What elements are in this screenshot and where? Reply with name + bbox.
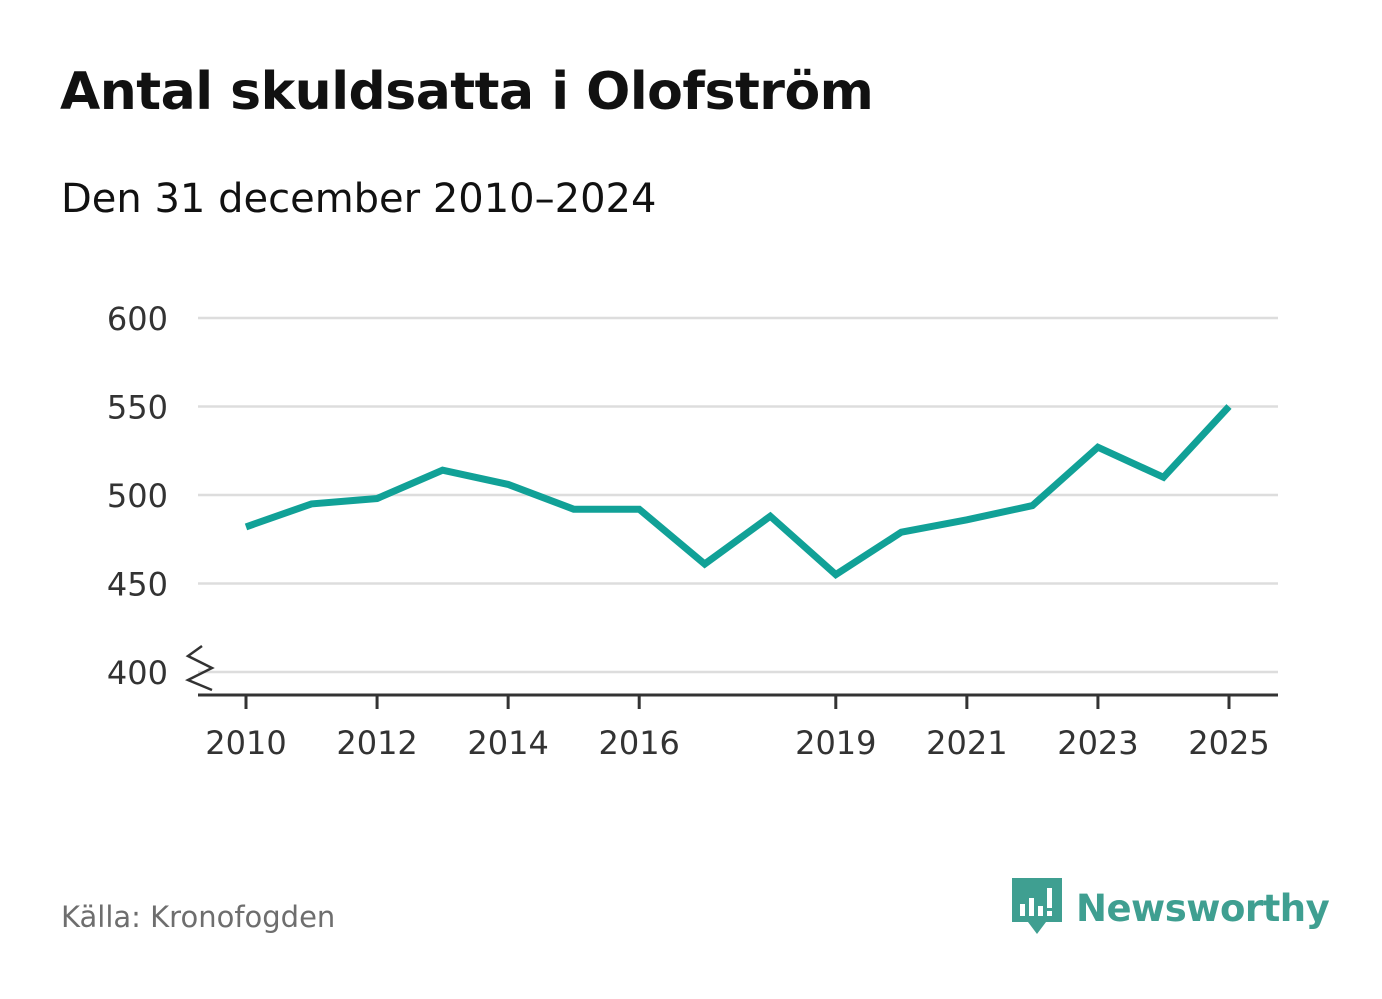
x-tick-label-2023: 2023 (1057, 724, 1138, 762)
x-tick-label-2025: 2025 (1188, 724, 1269, 762)
brand-name: Newsworthy (1076, 886, 1330, 930)
y-tick-label-600: 600 (107, 300, 168, 338)
series-line-0 (244, 404, 1232, 579)
chart-subtitle: Den 31 december 2010–2024 (61, 176, 657, 222)
chart-title: Antal skuldsatta i Olofström (60, 62, 874, 122)
x-tick-label-2021: 2021 (926, 724, 1007, 762)
brand-logo: Newsworthy (1012, 878, 1330, 938)
y-tick-label-450: 450 (107, 566, 168, 604)
axis-break-icon (184, 644, 215, 692)
x-tick-label-2014: 2014 (467, 724, 548, 762)
newsworthy-logo-icon (1012, 878, 1062, 934)
x-tick-label-2010: 2010 (205, 724, 286, 762)
x-tick-label-2012: 2012 (336, 724, 417, 762)
y-tick-label-500: 500 (107, 477, 168, 515)
x-tick-label-2016: 2016 (598, 724, 679, 762)
x-tick-label-2019: 2019 (795, 724, 876, 762)
y-tick-label-550: 550 (107, 389, 168, 427)
source-note: Källa: Kronofogden (61, 900, 336, 934)
y-tick-label-400: 400 (107, 654, 168, 692)
